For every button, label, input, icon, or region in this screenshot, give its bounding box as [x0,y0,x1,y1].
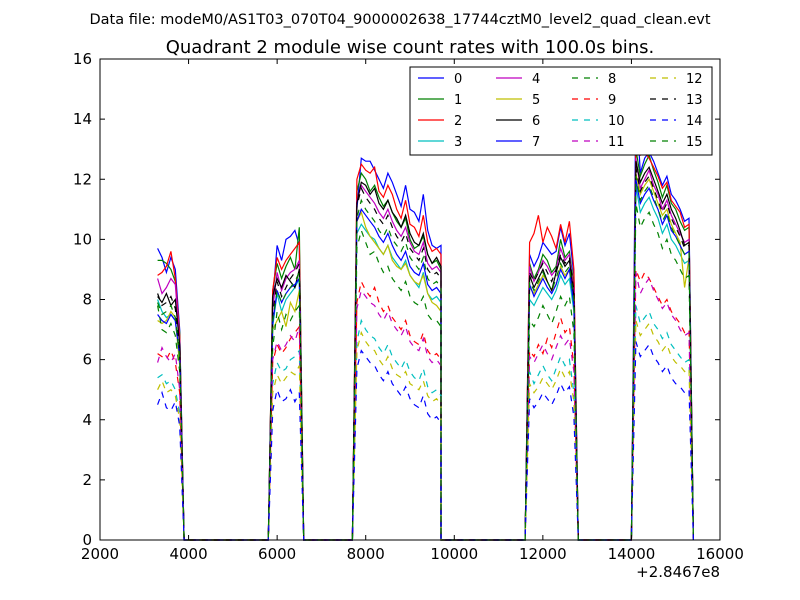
x-tick-label: 2000 [81,545,119,563]
x-offset-label: +2.8467e8 [636,563,720,581]
y-tick-label: 14 [73,110,92,128]
series-line-4 [157,158,694,541]
legend-label-6: 6 [532,114,540,129]
series-line-9 [157,269,694,541]
legend-label-13: 13 [686,93,703,108]
chart-title: Quadrant 2 module wise count rates with … [166,37,655,58]
y-tick-label: 0 [82,531,92,549]
x-tick-label: 4000 [169,545,207,563]
series-line-10 [157,305,694,541]
x-tick-label: 8000 [347,545,385,563]
legend-label-14: 14 [686,114,703,129]
x-tick-label: 12000 [519,545,567,563]
legend-label-7: 7 [532,135,540,150]
legend-label-3: 3 [454,135,462,150]
legend-label-4: 4 [532,72,540,87]
legend-label-9: 9 [608,93,616,108]
legend-box [409,66,713,156]
series-line-0 [157,95,694,541]
y-tick-label: 12 [73,170,92,188]
figure-suptitle: Data file: modeM0/AS1T03_070T04_90000026… [89,12,710,28]
legend-label-12: 12 [686,72,703,87]
series-line-11 [157,272,694,541]
legend-label-5: 5 [532,93,540,108]
y-tick-label: 10 [73,230,92,248]
axis-ticks: 2000 4000 6000 8000 10000 12000 14000 16000 0 2 4 6… [73,50,744,563]
legend-label-2: 2 [454,114,462,129]
x-tick-label: 10000 [430,545,478,563]
legend-label-11: 11 [608,135,625,150]
series-line-15 [157,176,694,541]
y-tick-label: 6 [82,351,92,369]
y-tick-label: 4 [82,411,92,429]
x-tick-label: 6000 [258,545,296,563]
y-tick-label: 8 [82,291,92,309]
series-line-14 [157,341,694,541]
x-tick-label: 16000 [696,545,744,563]
legend-label-8: 8 [608,72,616,87]
series-line-12 [157,320,694,541]
series-line-6 [157,161,694,541]
legend-label-10: 10 [608,114,625,129]
series-line-8 [157,203,694,541]
series-line-5 [157,173,694,541]
y-tick-label: 2 [82,471,92,489]
series-layer [157,95,694,541]
y-tick-label: 16 [73,50,92,68]
legend-label-1: 1 [454,93,462,108]
legend-label-0: 0 [454,72,462,87]
series-line-13 [157,167,694,541]
legend-label-15: 15 [686,135,703,150]
x-tick-label: 14000 [608,545,656,563]
